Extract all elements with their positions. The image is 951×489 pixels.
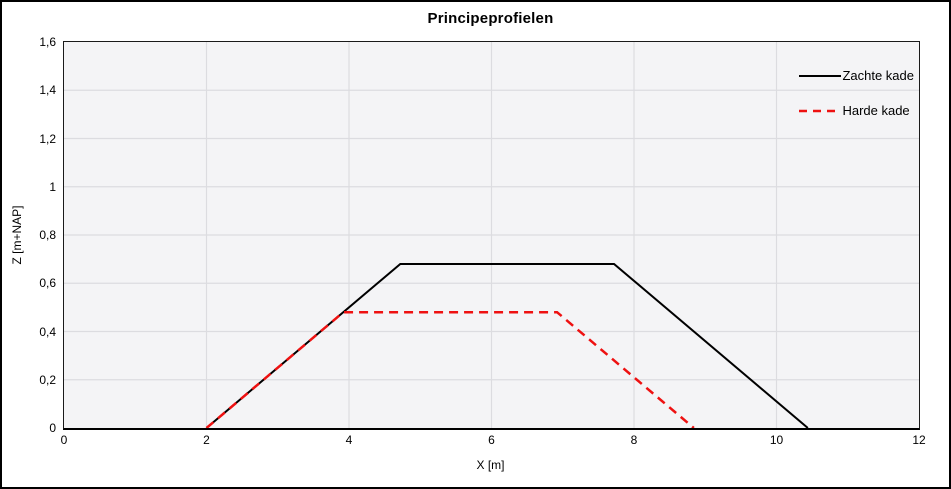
legend: Zachte kade Harde kade [798, 66, 914, 121]
x-tick-label: 0 [60, 433, 68, 447]
y-tick-label: 1,6 [39, 35, 56, 49]
y-tick-label: 0,4 [39, 324, 56, 339]
legend-label: Harde kade [842, 103, 910, 118]
x-tick-label: 6 [488, 433, 495, 447]
legend-item-zachte-kade: Zachte kade [798, 66, 914, 86]
y-tick-label: 1,2 [39, 131, 56, 146]
x-tick-label: 10 [769, 433, 784, 447]
x-tick-label: 2 [203, 433, 210, 447]
x-tick-label: 12 [912, 433, 926, 447]
y-tick-label: 1 [49, 179, 56, 194]
y-tick-label: 0,2 [39, 372, 56, 387]
y-tick-label: 1,4 [39, 83, 56, 98]
legend-line-sample [799, 75, 842, 77]
x-tick-label: 4 [345, 433, 353, 447]
plot-area: Zachte kade Harde kade [63, 41, 920, 430]
y-axis-title: Z [m+NAP] [10, 205, 24, 265]
legend-item-harde-kade: Harde kade [798, 101, 914, 121]
plot-svg [64, 42, 919, 428]
y-tick-label: 0,8 [39, 228, 56, 242]
x-tick-label: 8 [630, 433, 638, 447]
y-tick-label: 0 [49, 421, 56, 435]
legend-line-sample [799, 109, 842, 113]
y-tick-label: 0,6 [39, 276, 56, 291]
series-line-harde-kade [205, 310, 695, 428]
x-axis-title: X [m] [476, 458, 505, 472]
chart-title: Principeprofielen [427, 10, 554, 27]
legend-label: Zachte kade [842, 68, 914, 83]
